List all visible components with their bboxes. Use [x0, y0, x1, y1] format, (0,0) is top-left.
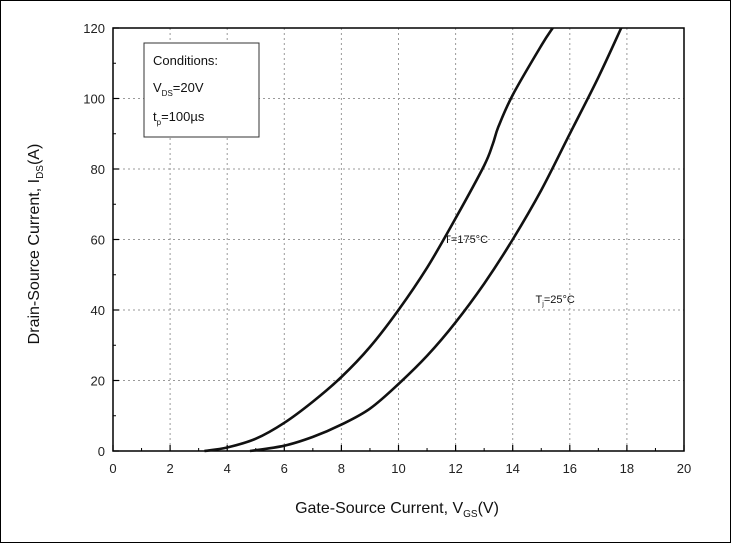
- y-tick-label: 60: [91, 233, 105, 248]
- series-label-175c: T=175°C: [444, 234, 488, 246]
- series-line-175c: [204, 27, 554, 453]
- y-tick-label: 40: [91, 303, 105, 318]
- conditions-title: Conditions:: [153, 53, 218, 68]
- x-tick-label: 4: [224, 461, 231, 476]
- conditions-tp: tp=100µs: [153, 109, 205, 127]
- tick-layer: 0 2 4 6 8 10 12 14 16 18 20 0 20 40 60 80 100 120: [83, 21, 691, 476]
- y-tick-label: 0: [98, 444, 105, 459]
- x-tick-label: 18: [620, 461, 634, 476]
- series-label-25c: Tj=25°C: [536, 294, 575, 308]
- x-tick-label: 8: [338, 461, 345, 476]
- x-axis-title: Gate-Source Current, VGS(V): [295, 500, 499, 520]
- x-tick-label: 2: [166, 461, 173, 476]
- y-tick-label: 100: [83, 92, 105, 107]
- y-axis-title: Drain-Source Current, IDS(A): [26, 144, 46, 345]
- x-tick-label: 6: [281, 461, 288, 476]
- series-layer: [204, 27, 623, 453]
- x-tick-label: 10: [391, 461, 405, 476]
- y-tick-label: 80: [91, 162, 105, 177]
- conditions-box: Conditions: VDS=20V tp=100µs: [143, 42, 260, 138]
- x-tick-label: 12: [448, 461, 462, 476]
- y-tick-label: 120: [83, 21, 105, 36]
- series-line-25c: [249, 27, 623, 453]
- annotation-layer: T=175°C Tj=25°C: [444, 234, 575, 308]
- x-tick-label: 14: [505, 461, 519, 476]
- x-tick-label: 0: [109, 461, 116, 476]
- x-tick-label: 16: [563, 461, 577, 476]
- conditions-vds: VDS=20V: [153, 80, 204, 98]
- x-tick-label: 20: [677, 461, 691, 476]
- y-tick-label: 20: [91, 374, 105, 389]
